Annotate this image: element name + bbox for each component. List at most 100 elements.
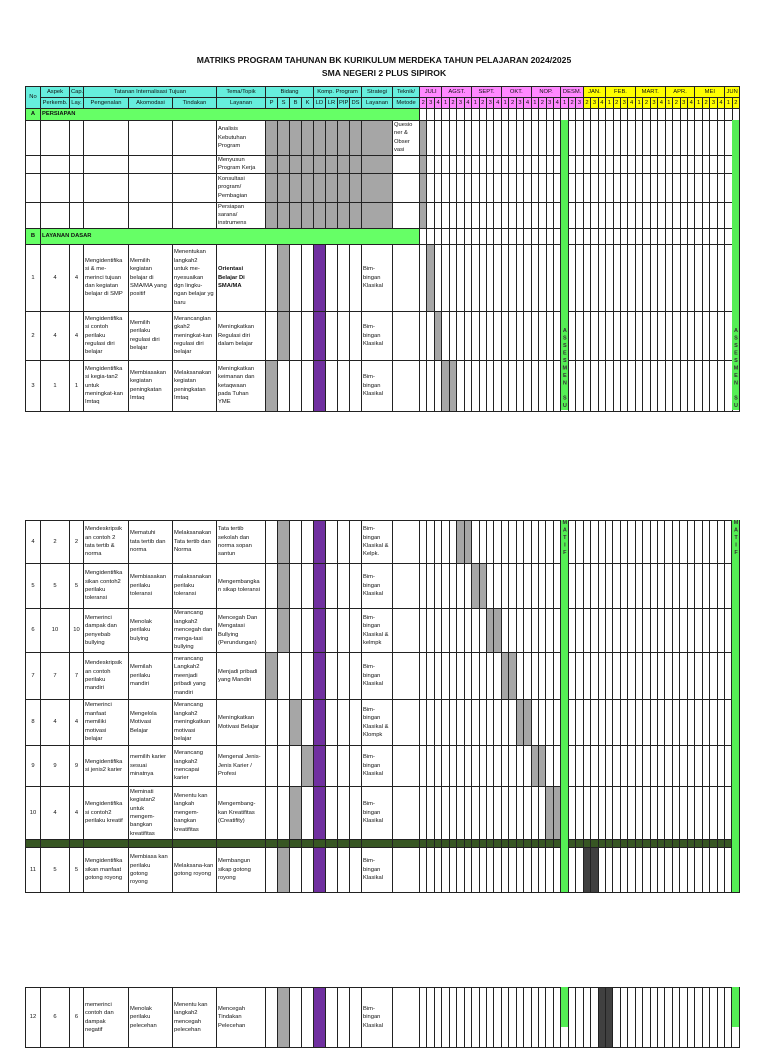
cell: [83, 120, 129, 156]
week-cell: [441, 243, 450, 312]
capaian-layanan: 10: [69, 608, 84, 653]
week-cell: [567, 652, 577, 700]
bidang-P: [265, 359, 278, 412]
scheduled-week-cell: [426, 243, 435, 312]
strategi-layanan: Bim- bingan Klasikal: [361, 359, 394, 412]
week-cell: [642, 120, 651, 156]
activity-topic: Analisis Kebutuhan Program: [216, 120, 266, 156]
row-no: 10: [25, 786, 41, 840]
week-cell: [471, 652, 480, 700]
week-cell: [731, 108, 741, 121]
week-cell: [456, 745, 465, 787]
cell: [25, 201, 41, 229]
table-row: 1 4 4 Mengidentifika si & me- merinci tujua…: [25, 243, 741, 312]
week-cell: [433, 201, 443, 229]
week-cell: [456, 120, 465, 156]
pengenalan: Mengidentifika sikan contoh2 perilaku to…: [83, 563, 129, 609]
week-cell: [433, 847, 443, 893]
week-cell: [597, 847, 606, 893]
week-number: 2: [538, 97, 547, 109]
metode: [392, 847, 420, 893]
akomodasi: Memilih perilaku regulasi diri belajar: [128, 310, 173, 361]
strategi-layanan: Bim- bingan Klasikal: [361, 987, 393, 1048]
week-cell: [590, 201, 599, 229]
cell: [337, 120, 350, 156]
bidang-K: [301, 359, 314, 412]
komp-PIP: [337, 699, 350, 746]
cell: [289, 839, 302, 848]
komp-PIP: [337, 652, 350, 700]
week-cell: [709, 172, 718, 203]
komp-LD: [313, 745, 326, 787]
week-cell: [634, 243, 644, 312]
week-cell: [701, 120, 711, 156]
week-cell: [523, 310, 532, 361]
capaian-layanan: 5: [69, 847, 84, 893]
week-cell: [582, 243, 592, 312]
week-cell: [500, 201, 510, 229]
method: Quesio ner & Obser vasi: [392, 120, 421, 156]
komp-LR: [325, 987, 338, 1048]
week-cell: [709, 786, 718, 840]
week-number: 2: [478, 97, 488, 109]
week-cell: [590, 652, 599, 700]
week-cell: [723, 699, 733, 746]
week-cell: [627, 243, 636, 312]
table-row: 2 4 4 Mengidentifika si contoh perilaku reg…: [25, 310, 741, 361]
week-cell: [456, 847, 465, 893]
week-cell: [582, 108, 592, 121]
week-cell: [627, 608, 636, 653]
week-cell: [441, 120, 450, 156]
week-cell: [709, 243, 718, 312]
week-cell: [679, 563, 688, 609]
week-cell: [723, 987, 733, 1048]
week-cell: [545, 652, 554, 700]
komp-PIP: [337, 608, 350, 653]
tindakan: Melaksana-kan gotong royong: [172, 847, 217, 893]
week-cell: [448, 201, 458, 229]
cell: [40, 154, 70, 174]
komp-LD: [313, 243, 326, 312]
week-cell: [567, 120, 577, 156]
week-cell: [664, 359, 674, 412]
section-row: A PERSIAPAN: [25, 108, 741, 121]
cell: [83, 201, 129, 229]
week-cell: [604, 652, 614, 700]
komp-LD: [313, 563, 326, 609]
week-cell: [582, 310, 592, 361]
week-cell: [433, 227, 443, 245]
week-cell: [485, 652, 495, 700]
week-cell: [493, 120, 502, 156]
week-cell: [530, 652, 540, 700]
week-cell: [724, 108, 733, 121]
cell: [313, 839, 326, 848]
header-strategi-layanan: Layanan: [361, 97, 394, 109]
week-cell: [493, 745, 502, 787]
scheduled-week-cell: [604, 987, 614, 1048]
week-cell: [485, 227, 495, 245]
week-cell: [567, 108, 577, 121]
week-cell: [582, 172, 592, 203]
week-cell: [567, 154, 577, 174]
bidang-P: [265, 608, 278, 653]
week-cell: [456, 563, 465, 609]
komp-DS: [349, 745, 362, 787]
scheduled-week-cell: [419, 172, 428, 203]
week-cell: [627, 745, 636, 787]
week-cell: [493, 227, 502, 245]
week-cell: [426, 786, 435, 840]
week-cell: [471, 120, 480, 156]
week-cell: [701, 154, 711, 174]
week-cell: [686, 786, 696, 840]
week-cell: [515, 563, 525, 609]
week-cell: [642, 847, 651, 893]
table-row: Perkemb. Lay. Pengenalan Akomodasi Tindakan L…: [26, 97, 741, 109]
bidang-P: [265, 563, 278, 609]
week-cell: [709, 847, 718, 893]
week-cell: [709, 987, 718, 1048]
komp-DS: [349, 608, 362, 653]
week-cell: [664, 227, 674, 245]
week-cell: [619, 227, 629, 245]
week-cell: [567, 520, 577, 564]
week-cell: [642, 154, 651, 174]
